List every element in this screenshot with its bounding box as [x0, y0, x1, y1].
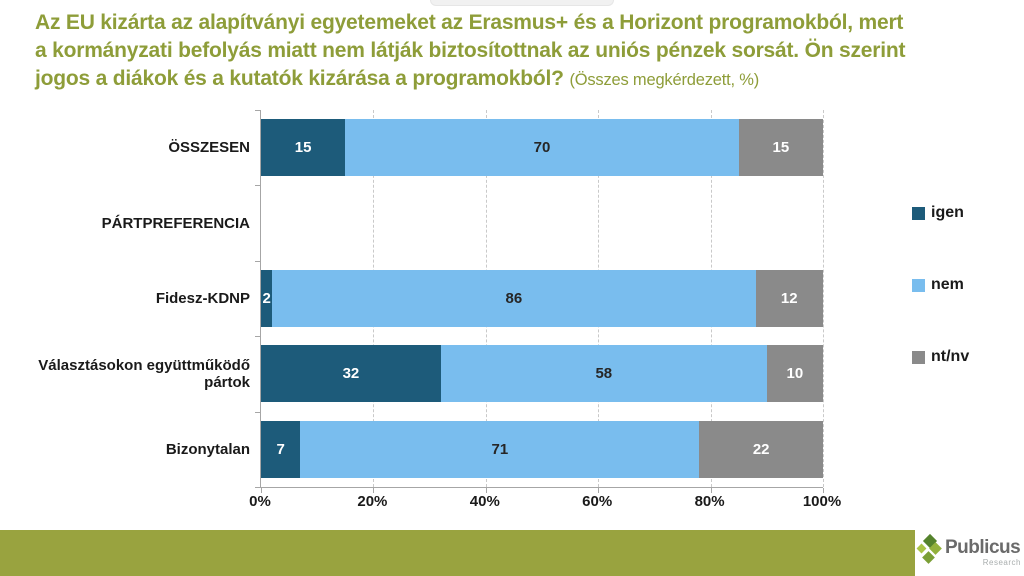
- legend-swatch-icon: [912, 206, 925, 220]
- y-axis-tick: [255, 336, 261, 338]
- x-tick-label: 60%: [582, 493, 613, 510]
- bar-value-label: 86: [505, 290, 523, 307]
- x-axis-tick: [485, 488, 487, 493]
- bar-segment-nt/nv: 10: [766, 345, 823, 403]
- y-axis-tick: [255, 260, 261, 262]
- bar-segment-nem: 70: [345, 119, 739, 177]
- title-subtitle: (Összes megkérdezett, %): [569, 71, 760, 89]
- bar-segment-nt/nv: 12: [755, 270, 823, 327]
- y-axis-tick: [255, 185, 261, 187]
- bar-segment-nem: 86: [272, 270, 756, 327]
- publicus-logo: Publicus Research: [915, 530, 1024, 576]
- legend: igen nem nt/nv: [912, 0, 1022, 430]
- bar-segment-igen: 15: [261, 119, 346, 177]
- legend-label: nem: [931, 276, 964, 293]
- bar-value-label: 58: [595, 365, 613, 383]
- x-axis-tick: [598, 488, 600, 493]
- bar-value-label: 22: [752, 440, 770, 458]
- category-labels: ÖSSZESEN PÁRTPREFERENCIA Fidesz-KDNP Válasz…: [0, 110, 250, 487]
- plot-area: 15 70 15 2 86 12 32 58 10 7 71 22: [255, 110, 824, 493]
- category-label: Bizonytalan: [165, 440, 250, 458]
- bar-value-label: 15: [294, 139, 312, 157]
- y-axis-tick: [255, 487, 261, 488]
- x-tick-label: 0%: [249, 493, 271, 510]
- y-axis-tick: [255, 411, 261, 413]
- gridline: [823, 110, 824, 487]
- legend-swatch-icon: [912, 350, 925, 364]
- logo-diamond-icon: [916, 543, 927, 554]
- legend-item-nt/nv: nt/nv: [912, 348, 969, 366]
- bar-value-label: 15: [772, 139, 790, 157]
- bar-value-label: 70: [533, 139, 551, 157]
- bar-value-label: 2: [262, 290, 271, 307]
- legend-label: nt/nv: [931, 348, 970, 365]
- title-line: Az EU kizárta az alapítványi egyetemeket…: [35, 11, 904, 34]
- x-axis-labels: 0% 20% 40% 60% 80% 100%: [249, 493, 841, 513]
- bar-segment-igen: 7: [261, 420, 301, 478]
- bar-row: 15 70 15: [261, 119, 823, 177]
- bar-value-label: 32: [342, 365, 360, 383]
- bar-row: 2 86 12: [261, 270, 823, 327]
- y-axis-tick: [255, 110, 261, 111]
- legend-label: igen: [931, 204, 964, 221]
- bar-segment-igen: 32: [261, 345, 441, 403]
- x-tick-label: 80%: [694, 493, 725, 510]
- bar-segment-nem: 58: [440, 345, 767, 403]
- chart-title: Az EU kizárta az alapítványi egyetemeket…: [35, 9, 1010, 94]
- category-label: Fidesz-KDNP: [155, 289, 250, 307]
- bar-segment-nt/nv: 22: [699, 420, 823, 478]
- bar-segment-nem: 71: [300, 420, 700, 478]
- x-axis-tick: [823, 488, 824, 493]
- bar-row: [261, 195, 823, 252]
- category-label: PÁRTPREFERENCIA: [101, 214, 250, 232]
- bar-segment-igen: 2: [261, 270, 273, 327]
- x-tick-label: 40%: [469, 493, 500, 510]
- legend-item-nem: nem: [912, 276, 964, 294]
- x-axis-tick: [373, 488, 375, 493]
- bar-row: 32 58 10: [261, 345, 823, 403]
- legend-swatch-icon: [912, 278, 925, 292]
- legend-item-igen: igen: [912, 204, 964, 222]
- top-tab-artifact: [430, 0, 614, 6]
- category-label: Választásokon együttműködő pártok: [38, 356, 250, 391]
- x-axis-tick: [710, 488, 712, 493]
- logo-subtext: Research: [982, 558, 1021, 567]
- bar-value-label: 10: [786, 365, 804, 383]
- x-axis-tick: [261, 488, 262, 493]
- x-tick-label: 20%: [357, 493, 388, 510]
- bar-value-label: 7: [276, 440, 285, 458]
- bar-segment-nt/nv: 15: [738, 119, 823, 177]
- category-label: ÖSSZESEN: [168, 139, 250, 157]
- x-tick-label: 100%: [802, 493, 842, 510]
- title-line: a kormányzati befolyás miatt nem látják …: [35, 39, 906, 62]
- bar-value-label: 71: [491, 440, 509, 458]
- bar-value-label: 12: [780, 290, 798, 307]
- bar-row: 7 71 22: [261, 420, 823, 478]
- title-line-main: jogos a diákok és a kutatók kizárása a p…: [35, 67, 564, 90]
- footer-bar: [0, 530, 915, 576]
- title-line: jogos a diákok és a kutatók kizárása a p…: [35, 65, 1010, 94]
- logo-text: Publicus: [945, 537, 1021, 558]
